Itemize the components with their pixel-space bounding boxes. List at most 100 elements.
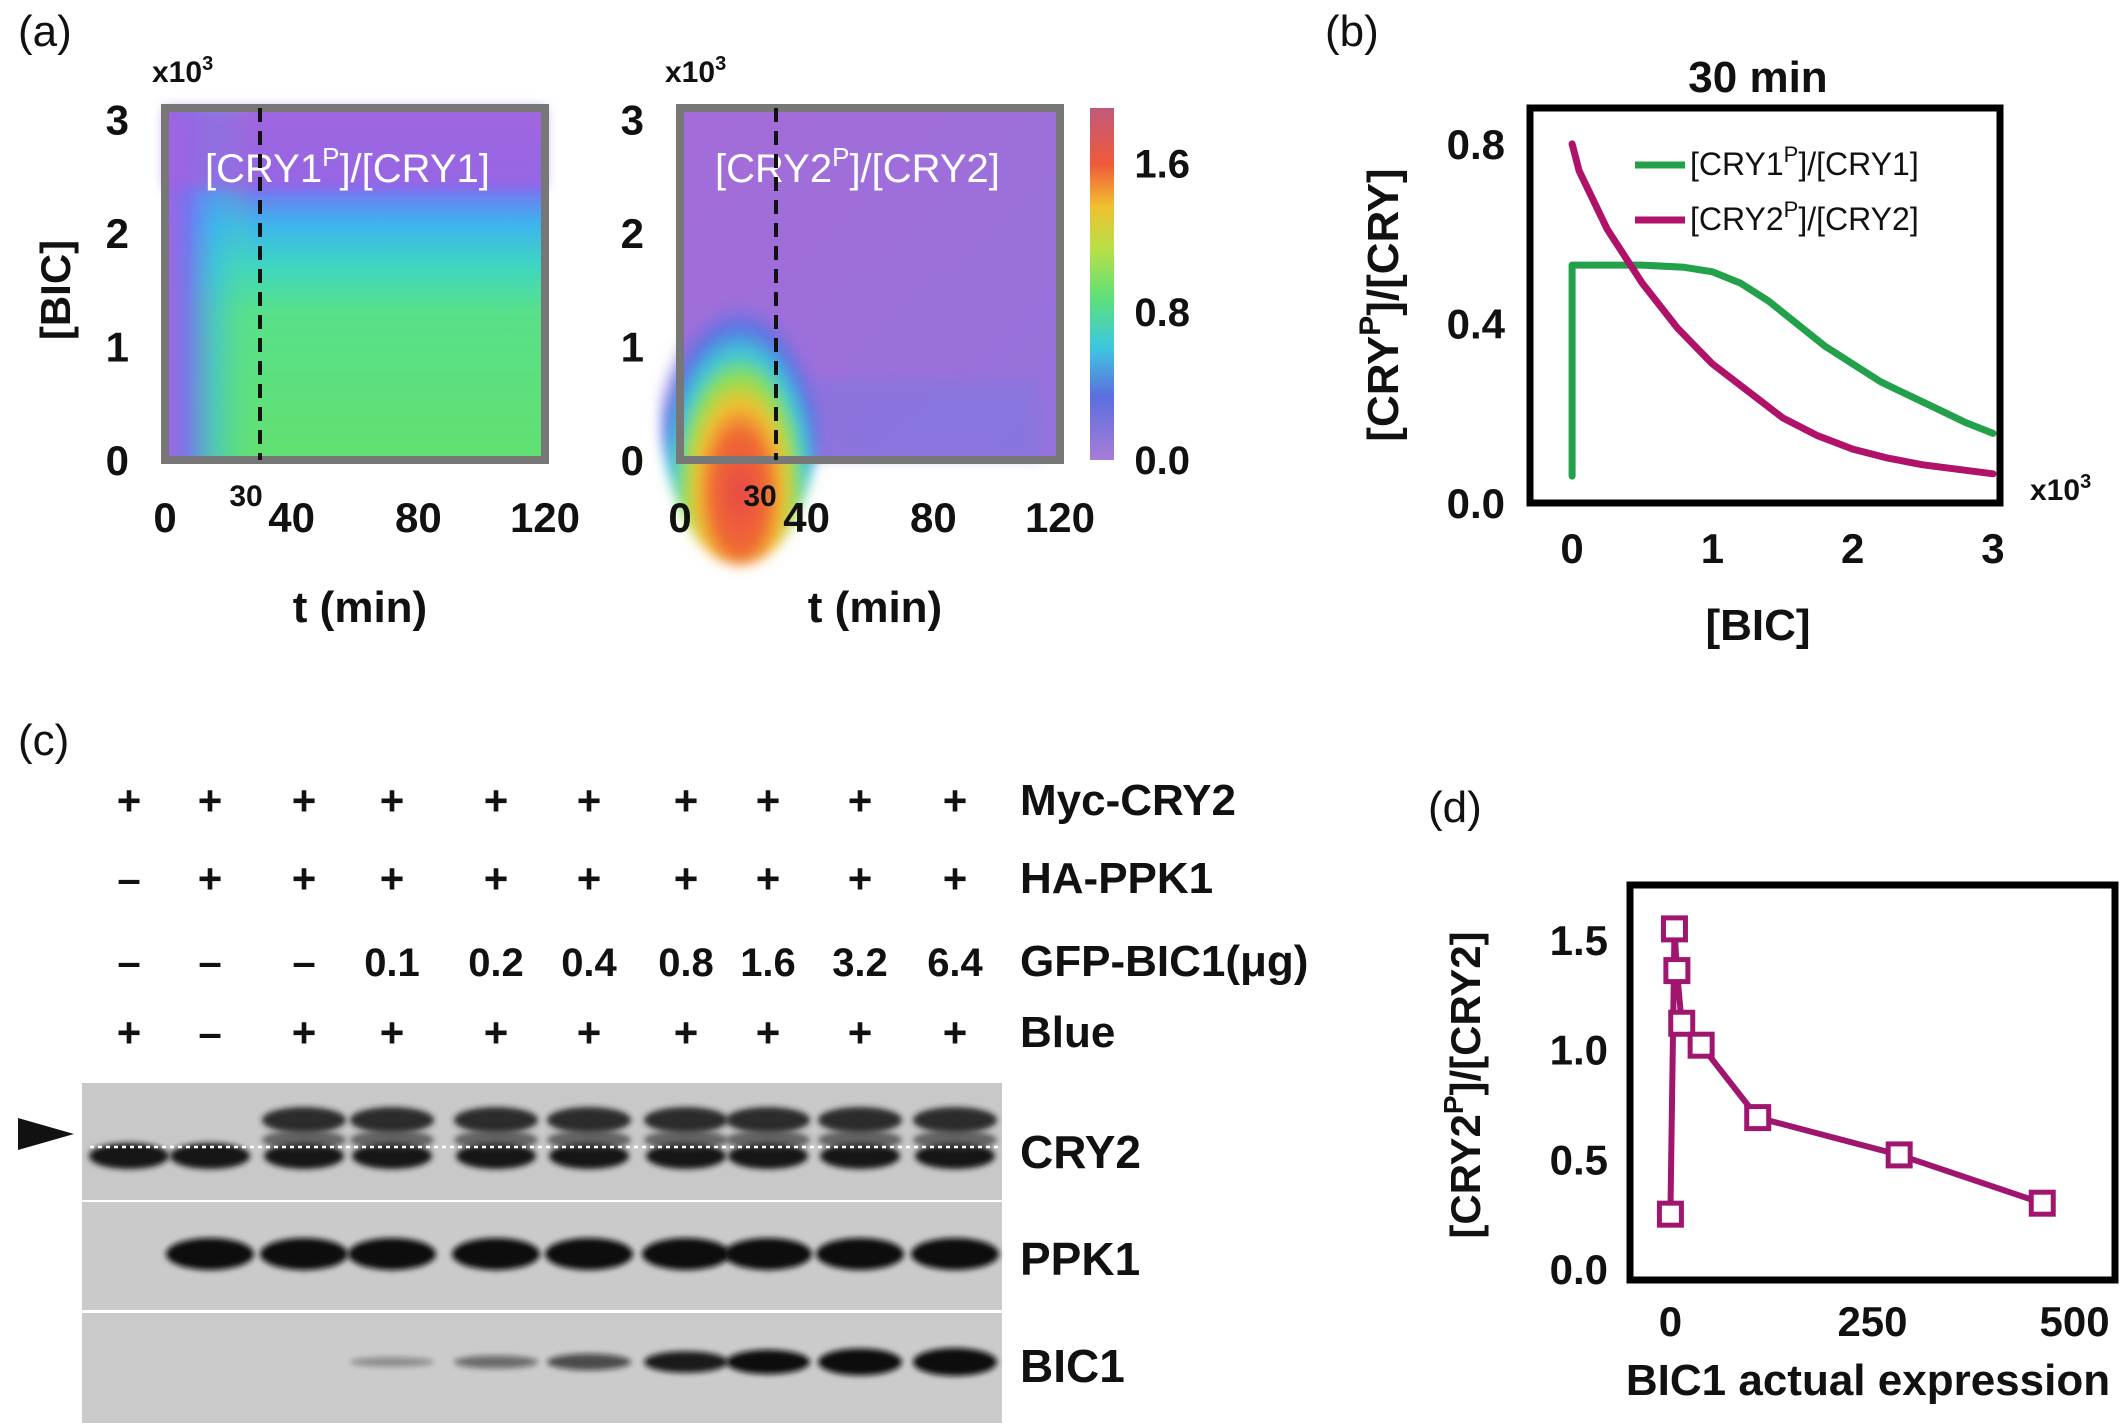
heatmap-cry2-frame [676, 104, 1064, 464]
band-bic1 [454, 1355, 538, 1369]
legend-cry2-label: [CRY2P]/[CRY2] [1690, 197, 1919, 237]
colorbar-tick-label: 1.6 [1134, 143, 1190, 187]
chart-b-legend: [CRY1P]/[CRY1] [CRY2P]/[CRY2] [1635, 142, 1919, 237]
heatmap-cry2-xticks: 0 40 80 120 [668, 494, 1095, 541]
ytick-label: 0.5 [1550, 1136, 1608, 1183]
blot-band-label: CRY2 [1020, 1126, 1141, 1178]
band-cry2-lower [549, 1143, 629, 1169]
blot-cell: 0.2 [468, 941, 524, 985]
chart-b-xticks: 0 1 2 3 [1560, 525, 2004, 572]
heatmap-cry2-title: [CRY2P]/[CRY2] [715, 142, 1000, 191]
chart-d-frame [1626, 881, 2119, 1284]
heatmap-cry1-title: [CRY1P]/[CRY1] [205, 142, 490, 191]
blot-arrowhead-icon [18, 1118, 74, 1150]
blot-cell: + [577, 855, 602, 902]
data-point-marker [1656, 1200, 1684, 1228]
colorbar-ticks: 1.6 0.8 0.0 [1134, 143, 1190, 483]
chart-d-yticks: 0.0 0.5 1.0 1.5 [1550, 917, 1608, 1293]
band-bic1 [350, 1357, 434, 1367]
blot-cell: + [848, 777, 873, 824]
colorbar [1090, 108, 1114, 460]
blot-cell: + [577, 777, 602, 824]
band-cry2-lower [915, 1143, 995, 1169]
xtick-label: 120 [510, 494, 580, 541]
band-cry2-lower [89, 1143, 169, 1169]
heatmap-cry2-marker-label: 30 [743, 480, 776, 513]
xtick-label: 500 [2040, 1298, 2110, 1345]
band-ppk1 [166, 1238, 254, 1270]
heatmap-cry2-ymult: x103 [665, 53, 726, 89]
band-bic1 [913, 1348, 997, 1376]
band-bic1 [818, 1348, 902, 1376]
blot-bands [89, 1107, 999, 1376]
band-cry2-smear [454, 1130, 538, 1150]
band-cry2-shifted [913, 1107, 997, 1133]
chart-b-title: 30 min [1688, 53, 1827, 102]
blot-cell: – [292, 938, 315, 985]
band-bic1 [726, 1349, 810, 1375]
band-cry2-smear [350, 1130, 434, 1150]
blot-cell: 6.4 [927, 941, 983, 985]
chart-b-xlabel: [BIC] [1705, 601, 1810, 650]
data-point-marker [1660, 915, 1688, 943]
heatmap-cry1: [CRY1P]/[CRY1] [161, 104, 549, 464]
band-ppk1 [911, 1238, 999, 1270]
series-line [1667, 925, 2044, 1215]
blot-condition-table: + + + + + + + + + + – + + + + + + + + + – – – 0.1 0.2 0.4 0.8 1.6 3.… [117, 777, 984, 1056]
xtick-label: 0 [1659, 1298, 1682, 1345]
chart-b-xmult: x103 [2030, 471, 2091, 507]
ytick-label: 0.0 [1447, 480, 1505, 527]
band-cry2-shifted [350, 1107, 434, 1133]
band-cry2-lower [170, 1143, 250, 1169]
xtick-label: 120 [1025, 494, 1095, 541]
heatmap-cry1-top-band [165, 108, 545, 188]
ytick-label: 1.0 [1550, 1027, 1608, 1074]
heatmap-cry1-ymult: x103 [152, 53, 213, 89]
xtick-label: 250 [1837, 1298, 1907, 1345]
data-point-marker [1668, 1009, 1696, 1037]
blot-cell: + [756, 777, 781, 824]
data-point-marker [1663, 957, 1691, 985]
xtick-label: 3 [1981, 525, 2004, 572]
ytick-label: 0 [621, 437, 644, 484]
band-ppk1 [260, 1238, 348, 1270]
band-ppk1 [724, 1238, 812, 1270]
band-ppk1 [545, 1238, 633, 1270]
data-point-marker [1687, 1031, 1715, 1059]
blot-cell: + [943, 855, 968, 902]
blot-cell: 1.6 [740, 941, 796, 985]
blot-row-labels: Myc-CRY2 HA-PPK1 GFP-BIC1(μg) Blue [1020, 776, 1308, 1057]
band-cry2-shifted [726, 1107, 810, 1133]
ytick-label: 3 [621, 96, 644, 143]
chart-b-ylabel: [CRYP]/[CRY] [1354, 168, 1408, 441]
xtick-label: 40 [268, 494, 315, 541]
panel-b-label: (b) [1325, 7, 1379, 56]
blot-band-labels: CRY2 PPK1 BIC1 [1020, 1126, 1141, 1392]
heatmap-cry1-ylabel: [BIC] [32, 240, 79, 340]
ytick-label: 0.8 [1447, 121, 1505, 168]
xtick-label: 0 [1560, 525, 1583, 572]
blot-band-label: BIC1 [1020, 1340, 1125, 1392]
xtick-label: 40 [783, 494, 830, 541]
band-cry2-smear [262, 1130, 346, 1150]
band-ppk1 [642, 1238, 730, 1270]
chart-d-ylabel: [CRY2P]/[CRY2] [1438, 931, 1489, 1238]
band-cry2-smear [726, 1130, 810, 1150]
ytick-label: 0.0 [1550, 1246, 1608, 1293]
blot-cell: + [848, 855, 873, 902]
heatmap-cry1-frame [161, 104, 549, 464]
band-cry2-lower [646, 1143, 726, 1169]
heatmap-cry1-marker-label: 30 [229, 480, 262, 513]
blot-cell: + [484, 1009, 509, 1056]
blot-cell: 0.1 [364, 941, 420, 985]
data-point-marker [1885, 1141, 1913, 1169]
heatmap-cry2-hotspot [660, 235, 820, 565]
blot-cell: + [292, 855, 317, 902]
blot-cell: + [577, 1009, 602, 1056]
blot-cell: + [848, 1009, 873, 1056]
colorbar-tick-label: 0.8 [1134, 291, 1190, 335]
band-bic1 [547, 1353, 631, 1371]
blot-cell: – [198, 1009, 221, 1056]
series-line-2 [1568, 140, 1997, 478]
